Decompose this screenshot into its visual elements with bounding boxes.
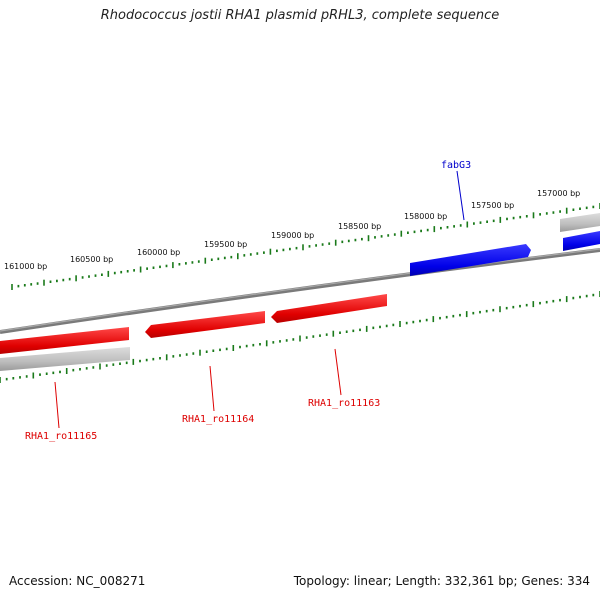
leader-line-fabg3 (456, 170, 465, 221)
neighbor-gene-upper-right (560, 213, 600, 232)
gene-label-rha1-ro11165[interactable]: RHA1_ro11165 (25, 431, 97, 442)
scale-ticks-upper (11, 203, 600, 290)
scale-label-159500: 159500 bp (204, 240, 247, 249)
scale-label-159000: 159000 bp (271, 231, 314, 240)
gene-arrow-fabg3[interactable] (410, 244, 531, 276)
gene-arrow-rha1-ro11163[interactable] (271, 294, 387, 323)
gene-label-rha1-ro11163[interactable]: RHA1_ro11163 (308, 398, 380, 409)
backbone-highlight (0, 248, 600, 332)
leader-line-rha1-ro11165 (54, 381, 60, 429)
gene-arrow-rha1-ro11165[interactable] (0, 327, 129, 354)
gene-label-rha1-ro11164[interactable]: RHA1_ro11164 (182, 414, 254, 425)
scale-ticks-lower (0, 291, 600, 383)
backbone-line (0, 248, 600, 334)
map-title: Rhodococcus jostii RHA1 plasmid pRHL3, c… (100, 8, 500, 23)
gene-arrow-rha1-ro11164[interactable] (145, 311, 265, 338)
neighbor-gene-lower-left (0, 347, 130, 371)
scale-label-160500: 160500 bp (70, 255, 113, 264)
sequence-summary: Topology: linear; Length: 332,361 bp; Ge… (293, 574, 590, 588)
gene-label-fabg3[interactable]: fabG3 (441, 160, 471, 171)
leader-line-rha1-ro11163 (334, 348, 342, 396)
scale-label-157000: 157000 bp (537, 189, 580, 198)
accession-text: Accession: NC_008271 (9, 574, 146, 588)
scale-label-157500: 157500 bp (471, 201, 514, 210)
gene-arrow-upper-right-partial[interactable] (563, 231, 600, 251)
leader-line-rha1-ro11164 (209, 365, 215, 412)
scale-label-158000: 158000 bp (404, 212, 447, 221)
scale-label-158500: 158500 bp (338, 222, 381, 231)
scale-label-160000: 160000 bp (137, 248, 180, 257)
scale-label-161000: 161000 bp (4, 262, 47, 271)
